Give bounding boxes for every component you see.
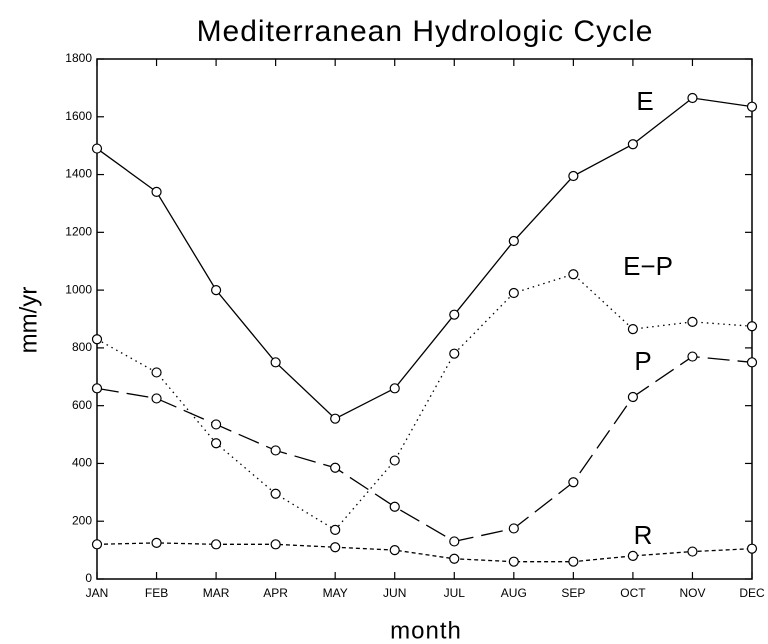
data-point bbox=[151, 537, 162, 548]
data-point bbox=[508, 523, 519, 534]
data-point bbox=[389, 455, 400, 466]
series-line bbox=[96, 273, 753, 531]
data-point bbox=[210, 285, 222, 296]
data-point bbox=[568, 556, 579, 567]
x-tick-label: OCT bbox=[620, 586, 646, 600]
data-point bbox=[687, 316, 698, 327]
x-axis-label: month bbox=[390, 617, 462, 644]
y-tick-label: 200 bbox=[72, 513, 92, 527]
data-point bbox=[568, 477, 579, 488]
series-line bbox=[96, 97, 753, 420]
x-tick-label: NOV bbox=[679, 586, 705, 600]
data-point bbox=[210, 438, 222, 449]
data-point bbox=[91, 143, 103, 154]
data-point bbox=[687, 92, 698, 104]
data-point bbox=[389, 383, 400, 394]
y-tick-label: 1600 bbox=[65, 109, 92, 123]
x-tick-label: DEC bbox=[739, 586, 765, 600]
x-tick-label: JUN bbox=[383, 586, 406, 600]
data-point bbox=[151, 367, 162, 378]
data-point bbox=[568, 269, 579, 280]
series-line bbox=[96, 355, 753, 543]
x-tick-label: JUL bbox=[444, 586, 466, 600]
data-point bbox=[449, 553, 460, 564]
y-tick-label: 1400 bbox=[65, 167, 92, 181]
data-point bbox=[91, 539, 103, 550]
data-point bbox=[449, 348, 460, 359]
data-point bbox=[746, 101, 758, 112]
data-point bbox=[210, 539, 222, 550]
y-tick-label: 1000 bbox=[65, 282, 92, 296]
x-tick-label: AUG bbox=[501, 586, 527, 600]
data-point bbox=[746, 543, 758, 554]
data-point bbox=[270, 445, 281, 456]
data-point bbox=[330, 542, 341, 553]
data-point bbox=[330, 524, 341, 535]
data-point bbox=[330, 462, 341, 473]
data-point bbox=[687, 546, 698, 557]
chart-title: Mediterranean Hydrologic Cycle bbox=[197, 15, 654, 48]
x-tick-label: MAR bbox=[203, 586, 230, 600]
y-tick-label: 800 bbox=[72, 340, 92, 354]
series-label: R bbox=[634, 520, 653, 550]
y-tick-label: 600 bbox=[72, 398, 92, 412]
x-tick-label: FEB bbox=[145, 586, 168, 600]
x-tick-label: MAY bbox=[323, 586, 348, 600]
data-point bbox=[389, 545, 400, 556]
data-point bbox=[151, 186, 162, 197]
data-point bbox=[508, 287, 519, 299]
data-point bbox=[270, 357, 281, 368]
series-label: P bbox=[634, 346, 651, 376]
data-point bbox=[270, 539, 281, 550]
data-point bbox=[330, 413, 341, 424]
data-point bbox=[151, 393, 162, 404]
series-line bbox=[96, 542, 753, 563]
data-point bbox=[270, 488, 281, 499]
x-tick-label: SEP bbox=[561, 586, 585, 600]
data-point bbox=[746, 357, 758, 368]
series-label: E bbox=[636, 86, 653, 116]
data-point bbox=[627, 391, 639, 403]
data-point bbox=[687, 351, 698, 362]
data-point bbox=[389, 501, 400, 512]
y-tick-label: 400 bbox=[72, 456, 92, 470]
y-axis-label: mm/yr bbox=[15, 287, 42, 354]
data-point bbox=[508, 556, 519, 567]
data-point bbox=[568, 170, 579, 182]
plot-frame bbox=[96, 58, 753, 580]
y-tick-label: 1200 bbox=[65, 225, 92, 239]
x-tick-label: JAN bbox=[86, 586, 109, 600]
data-point bbox=[449, 309, 460, 320]
data-point bbox=[91, 383, 103, 394]
data-point bbox=[627, 324, 639, 335]
x-tick-label: APR bbox=[263, 586, 288, 600]
series-label: E−P bbox=[623, 251, 673, 281]
data-point bbox=[91, 334, 103, 345]
data-point bbox=[210, 419, 222, 430]
y-tick-label: 0 bbox=[85, 571, 92, 585]
data-point bbox=[627, 550, 639, 561]
data-point bbox=[449, 536, 460, 547]
y-tick-label: 1800 bbox=[65, 51, 92, 65]
data-point bbox=[746, 321, 758, 332]
data-point bbox=[627, 139, 639, 150]
data-point bbox=[508, 235, 519, 247]
